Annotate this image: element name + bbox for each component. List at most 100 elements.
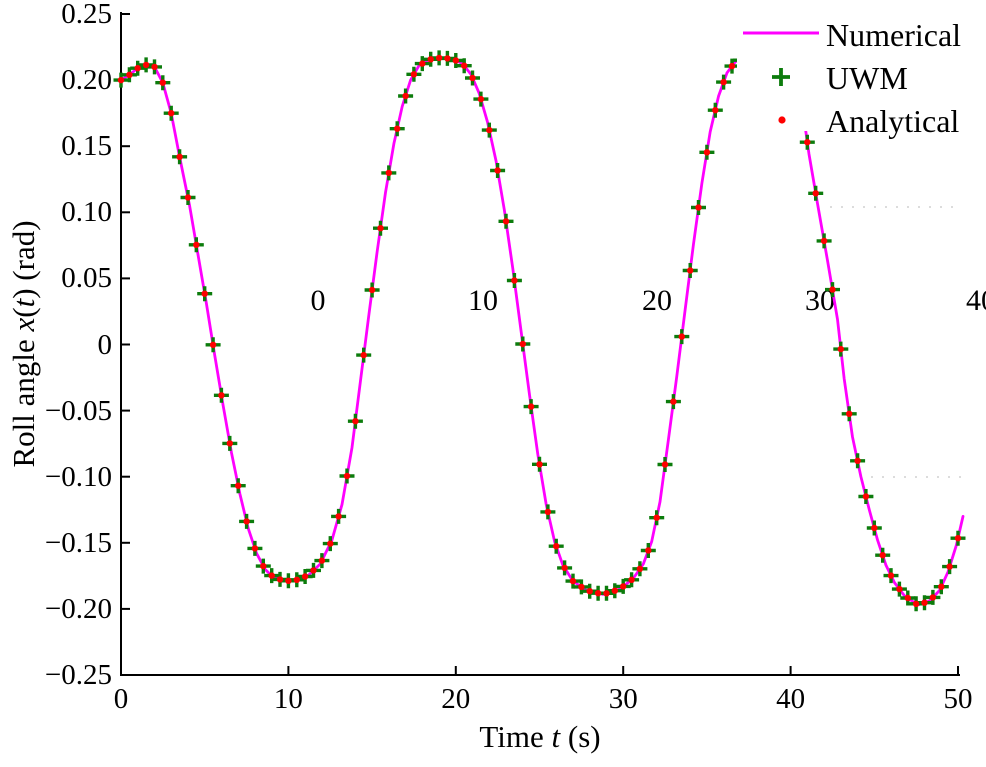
analytical-dot-marker [728, 62, 736, 70]
analytical-dot-marker [301, 573, 309, 580]
analytical-dot-marker [318, 557, 326, 564]
axes [120, 12, 960, 676]
analytical-dot-marker [862, 493, 870, 500]
analytical-dot-marker [477, 95, 485, 103]
analytical-dot-marker [536, 461, 543, 468]
analytical-markers [117, 54, 962, 607]
analytical-dot-marker [703, 149, 711, 156]
analytical-dot-marker [134, 65, 141, 72]
analytical-dot-marker [887, 572, 895, 579]
analytical-dot-marker [469, 74, 476, 82]
analytical-dot-marker [352, 418, 359, 425]
analytical-dot-marker [368, 286, 376, 294]
analytical-dot-marker [603, 590, 610, 597]
analytical-dot-marker [176, 153, 183, 160]
stray-x-label-20: 20 [642, 284, 672, 317]
analytical-dot-marker [628, 576, 635, 583]
analytical-dot-marker [193, 241, 200, 248]
analytical-dot-marker [653, 514, 660, 521]
analytical-dot-marker [310, 567, 317, 574]
stray-x-label-0: 0 [310, 284, 326, 317]
analytical-dot-marker [201, 290, 208, 297]
analytical-dot-marker [126, 71, 133, 79]
stray-x-label-40: 40 [966, 284, 986, 317]
analytical-dot-marker [268, 572, 275, 579]
analytical-dot-marker [820, 237, 828, 245]
analytical-dot-marker [260, 562, 267, 570]
analytical-dot-marker [527, 403, 535, 410]
analytical-dot-marker [586, 588, 593, 595]
analytical-dot-marker [946, 563, 953, 570]
analytical-dot-marker [938, 583, 945, 590]
analytical-dot-marker [929, 594, 937, 601]
analytical-dot-marker [670, 398, 677, 405]
analytical-dot-marker [519, 340, 526, 348]
analytical-dot-marker [427, 56, 434, 63]
analytical-dot-marker [327, 540, 334, 547]
analytical-dot-marker [159, 79, 166, 86]
analytical-dot-marker [235, 482, 242, 489]
analytical-dot-marker [117, 76, 125, 84]
analytical-dot-marker [544, 508, 552, 516]
analytical-dot-marker [921, 599, 928, 606]
analytical-dot-marker [494, 167, 501, 174]
analytical-dot-marker [578, 583, 585, 591]
analytical-dot-marker [712, 107, 719, 114]
analytical-dot-marker [879, 552, 886, 559]
analytical-dot-marker [394, 125, 401, 132]
analytical-dot-marker [502, 218, 510, 225]
legend-plus-sample [772, 68, 790, 86]
legend-dot-sample [778, 116, 786, 124]
analytical-dot-marker [151, 63, 158, 71]
analytical-dot-marker [168, 110, 175, 117]
legend-background [737, 10, 986, 131]
analytical-dot-marker [837, 345, 844, 353]
analytical-dot-marker [419, 60, 426, 67]
analytical-dot-marker [804, 139, 811, 146]
analytical-dot-marker [620, 583, 627, 590]
analytical-dot-marker [377, 225, 384, 232]
analytical-dot-marker [678, 333, 685, 340]
analytical-dot-marker [360, 351, 367, 359]
analytical-dot-marker [511, 277, 518, 284]
analytical-dot-marker [209, 341, 217, 348]
analytical-dot-marker [954, 535, 962, 542]
analytical-dot-marker [184, 194, 192, 201]
analytical-dot-marker [611, 587, 618, 594]
analytical-dot-marker [461, 62, 468, 69]
analytical-dot-marker [285, 577, 292, 584]
analytical-dot-marker [636, 565, 644, 572]
analytical-dot-marker [251, 545, 259, 552]
analytical-dot-marker [142, 61, 150, 69]
analytical-dot-marker [661, 461, 669, 468]
analytical-dot-marker [594, 590, 602, 597]
analytical-dot-marker [904, 594, 911, 602]
analytical-dot-marker [486, 126, 493, 134]
analytical-dot-marker [812, 190, 819, 197]
analytical-dot-marker [569, 577, 577, 585]
analytical-dot-marker [687, 267, 694, 274]
analytical-dot-marker [912, 600, 920, 607]
analytical-dot-marker [293, 576, 300, 583]
analytical-dot-marker [218, 392, 225, 399]
analytical-dot-marker [695, 204, 702, 211]
analytical-dot-marker [410, 71, 418, 78]
analytical-dot-marker [435, 54, 443, 62]
analytical-dot-marker [243, 518, 250, 525]
analytical-dot-marker [402, 92, 409, 100]
analytical-dot-marker [276, 576, 284, 583]
stray-x-label-10: 10 [468, 284, 498, 317]
analytical-dot-marker [645, 547, 652, 554]
analytical-dot-marker [561, 564, 568, 572]
analytical-dot-marker [452, 57, 459, 64]
analytical-dot-marker [854, 457, 861, 464]
analytical-dot-marker [871, 524, 878, 532]
analytical-dot-marker [226, 440, 233, 447]
analytical-dot-marker [335, 513, 342, 520]
analytical-dot-marker [553, 543, 560, 550]
analytical-dot-marker [846, 410, 853, 417]
analytical-dot-marker [444, 55, 451, 62]
analytical-dot-marker [720, 78, 727, 86]
